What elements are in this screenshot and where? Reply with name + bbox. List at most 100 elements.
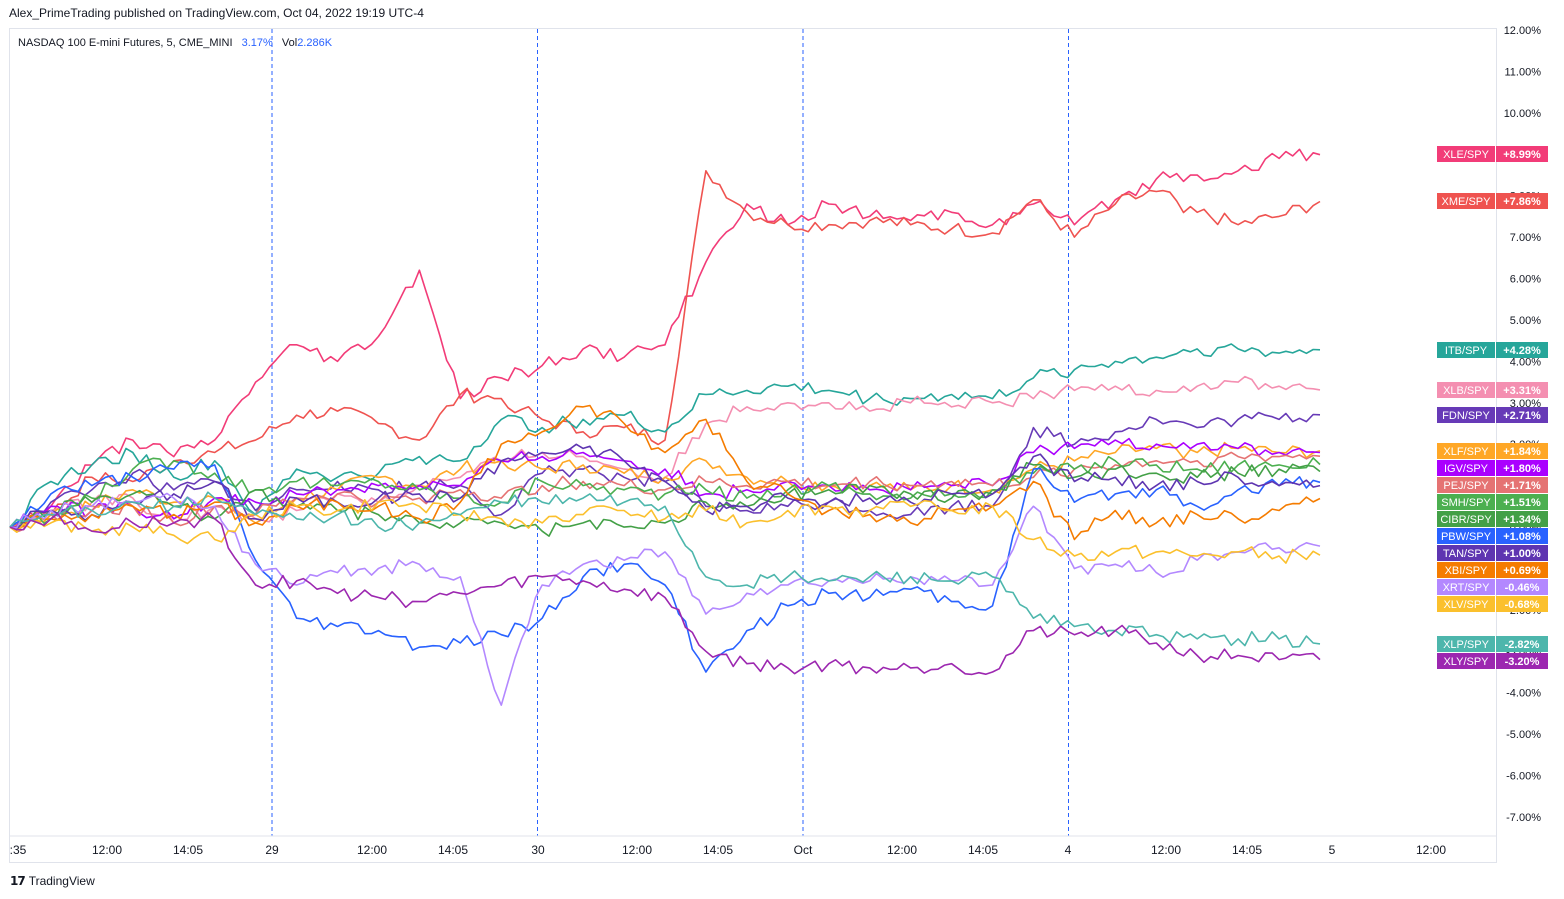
series-label: XLP/SPY -2.82% [1437, 636, 1548, 652]
footer-brand: TradingView [28, 874, 95, 888]
series-name: XLV/SPY [1443, 599, 1489, 611]
publisher-line: Alex_PrimeTrading published on TradingVi… [9, 6, 424, 20]
series-last-value: -2.82% [1505, 639, 1540, 651]
series-name-box [1437, 477, 1495, 493]
x-tick-label: 30 [531, 843, 545, 857]
series-name: FDN/SPY [1442, 410, 1490, 422]
tradingview-logo-icon: 𝟭𝟳 [10, 874, 26, 888]
x-tick-label: 5 [1329, 843, 1336, 857]
series-label: FDN/SPY +2.71% [1437, 407, 1548, 423]
series-last-value: +0.69% [1503, 565, 1541, 577]
y-tick-label: 12.00% [1504, 25, 1542, 37]
series-label: XLF/SPY +1.84% [1437, 443, 1548, 459]
series-last-value: +1.80% [1503, 463, 1541, 475]
series-value-box [1496, 477, 1548, 493]
x-tick-label: 14:05 [703, 843, 733, 857]
y-tick-label: 11.00% [1505, 66, 1542, 78]
x-tick-label: 12:00 [357, 843, 387, 857]
y-tick-label: 7.00% [1510, 232, 1541, 244]
series-line [9, 491, 1321, 648]
series-value-box [1496, 596, 1548, 612]
series-line [9, 148, 1321, 528]
series-label: PBW/SPY +1.08% [1437, 528, 1548, 544]
series-name-box [1437, 443, 1495, 459]
series-name-box [1437, 579, 1495, 595]
series-last-value: -0.68% [1505, 599, 1540, 611]
series-name: XLB/SPY [1443, 385, 1490, 397]
series-line [9, 460, 1321, 673]
x-tick-label: 12:00 [622, 843, 652, 857]
series-value-box [1496, 342, 1548, 358]
series-value-box [1496, 382, 1548, 398]
series-name-box [1437, 636, 1495, 652]
series-name: XBI/SPY [1445, 565, 1488, 577]
footer: 𝟭𝟳 TradingView [10, 874, 95, 888]
series-value-box [1496, 562, 1548, 578]
series-last-value: +1.34% [1503, 514, 1541, 526]
series-last-value: +3.31% [1503, 385, 1541, 397]
series-name: CIBR/SPY [1440, 514, 1492, 526]
x-tick-label: 12:00 [92, 843, 122, 857]
series-last-value: +1.08% [1503, 531, 1541, 543]
series-last-value: +8.99% [1503, 149, 1541, 161]
y-tick-label: -4.00% [1506, 688, 1541, 700]
series-last-value: +1.51% [1503, 497, 1541, 509]
volume-value: 2.286K [297, 37, 333, 49]
series-value-box [1496, 511, 1548, 527]
series-last-value: +7.86% [1503, 196, 1541, 208]
series-last-value: +1.00% [1503, 548, 1541, 560]
x-tick-label: 14:05 [1232, 843, 1262, 857]
series-last-value: +4.28% [1503, 345, 1541, 357]
instrument-legend: NASDAQ 100 E-mini Futures, 5, CME_MINI 3… [18, 37, 332, 49]
series-label: XLE/SPY +8.99% [1437, 146, 1548, 162]
series-name: IGV/SPY [1444, 463, 1489, 475]
y-tick-label: -6.00% [1506, 771, 1541, 783]
series-line [9, 170, 1321, 528]
series-line [9, 461, 1321, 537]
x-tick-label: 12:00 [1151, 843, 1181, 857]
series-name-box [1437, 494, 1495, 510]
series-value-box [1496, 579, 1548, 595]
series-name-box [1437, 460, 1495, 476]
x-tick-label: 14:05 [173, 843, 203, 857]
x-tick-label: 29 [265, 843, 279, 857]
x-tick-label: 4 [1065, 843, 1072, 857]
series-name: XME/SPY [1442, 196, 1492, 208]
series-name: XLY/SPY [1443, 656, 1489, 668]
series-label: CIBR/SPY +1.34% [1437, 511, 1548, 527]
x-tick-label: 12:00 [1416, 843, 1446, 857]
y-tick-label: 5.00% [1510, 315, 1541, 327]
x-tick-label: 14:05 [438, 843, 468, 857]
x-tick-label: :35 [10, 843, 27, 857]
series-name-box [1437, 511, 1495, 527]
series-value-box [1496, 545, 1548, 561]
series-name-box [1437, 382, 1495, 398]
y-tick-label: 10.00% [1504, 108, 1542, 120]
x-tick-label: 14:05 [968, 843, 998, 857]
series-name: XLE/SPY [1443, 149, 1490, 161]
series-name-box [1437, 342, 1495, 358]
series-name: XLP/SPY [1443, 639, 1490, 651]
series-name: TAN/SPY [1443, 548, 1490, 560]
series-label: XLB/SPY +3.31% [1437, 382, 1548, 398]
series-name-box [1437, 146, 1495, 162]
series-name-box [1437, 407, 1495, 423]
series-label: XLY/SPY -3.20% [1437, 653, 1548, 669]
series-line [9, 511, 1321, 676]
y-tick-label: -7.00% [1506, 812, 1541, 824]
series-label: XLV/SPY -0.68% [1437, 596, 1548, 612]
series-label: XRT/SPY -0.46% [1437, 579, 1548, 595]
series-line [9, 492, 1321, 706]
series-label: ITB/SPY +4.28% [1437, 342, 1548, 358]
y-tick-label: 6.00% [1510, 274, 1541, 286]
series-last-value: +1.71% [1503, 480, 1541, 492]
y-tick-label: 4.00% [1510, 356, 1541, 368]
y-tick-label: 3.00% [1510, 398, 1541, 410]
series-label: PEJ/SPY +1.71% [1437, 477, 1548, 493]
volume-label: Vol [281, 37, 298, 49]
series-last-value: -3.20% [1505, 656, 1540, 668]
instrument-name: NASDAQ 100 E-mini Futures, 5, CME_MINI [18, 37, 233, 49]
series-line [9, 499, 1321, 564]
series-name-box [1437, 653, 1495, 669]
